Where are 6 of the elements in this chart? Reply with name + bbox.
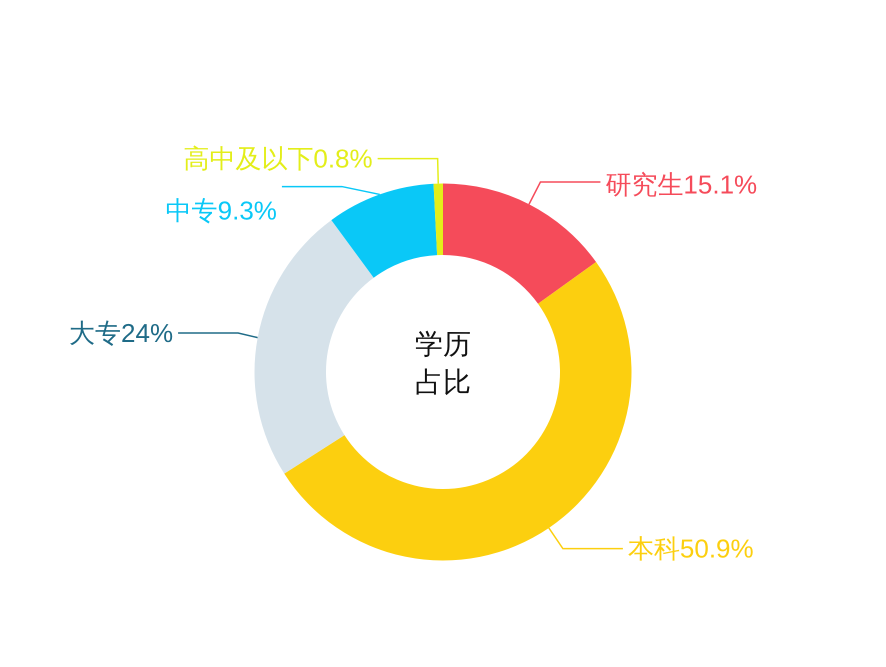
slice-label: 中专9.3% bbox=[166, 196, 277, 226]
text: 学历占比 bbox=[415, 328, 471, 398]
slice-label: 本科50.9% bbox=[628, 534, 754, 564]
slice-label: 大专24% bbox=[69, 318, 174, 348]
slice-label: 研究生15.1% bbox=[605, 170, 758, 200]
slice-label: 高中及以下0.8% bbox=[183, 144, 373, 174]
